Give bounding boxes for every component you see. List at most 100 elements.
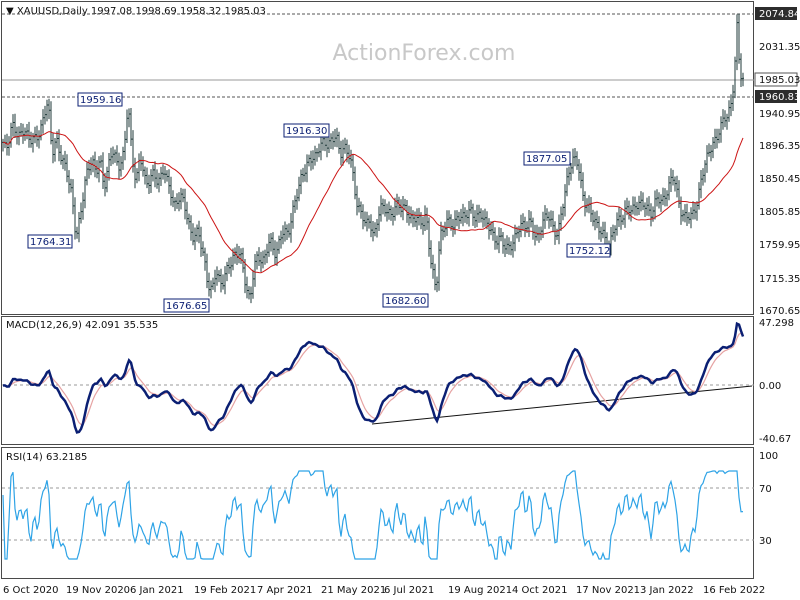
price-tag-current (754, 72, 798, 87)
annotation-box (523, 151, 571, 166)
price-bar (464, 207, 466, 223)
price-bar (196, 224, 198, 242)
price-bar (208, 272, 210, 297)
price-bar (722, 109, 724, 130)
price-bar (348, 144, 350, 165)
price-bar (404, 198, 406, 211)
price-bar (416, 208, 418, 230)
price-bar (644, 202, 646, 217)
price-bar (454, 210, 456, 235)
price-bar (122, 146, 124, 170)
macd-tick: 47.298 (759, 318, 794, 329)
price-bar (46, 99, 48, 122)
price-bar (530, 211, 532, 228)
price-bar (364, 211, 366, 227)
price-bar (242, 247, 244, 273)
price-bar (340, 140, 342, 166)
price-bar (524, 216, 526, 238)
price-bar (612, 224, 614, 241)
price-bar (682, 209, 684, 222)
price-bar (234, 247, 236, 264)
price-bar (28, 121, 30, 148)
price-tick: 1896.35 (759, 141, 800, 152)
price-bar (14, 113, 16, 138)
price-bar (468, 201, 470, 227)
price-bar (212, 277, 214, 290)
price-bar (124, 130, 126, 161)
price-bar (418, 207, 420, 226)
price-bar (362, 204, 364, 230)
price-bar (82, 192, 84, 220)
price-bar (280, 230, 282, 249)
price-bar (728, 100, 730, 122)
price-bar (540, 226, 542, 241)
price-bar (210, 280, 212, 299)
price-bar (150, 169, 152, 193)
price-bar (446, 210, 448, 236)
price-bar (512, 234, 514, 258)
price-bar (310, 150, 312, 171)
price-bar (94, 151, 96, 178)
date-tick: 4 Oct 2021 (512, 585, 567, 596)
price-bar (146, 167, 148, 189)
price-bar (226, 261, 228, 282)
date-tick: 19 Feb 2021 (194, 585, 256, 596)
price-bar (8, 136, 10, 156)
price-bar (710, 144, 712, 162)
price-tick: 1850.45 (759, 174, 800, 185)
price-tag-level (755, 90, 797, 103)
price-bar (172, 190, 174, 208)
price-bar (604, 221, 606, 247)
price-bar (574, 148, 576, 167)
price-bar (326, 136, 328, 158)
price-bar (378, 206, 380, 231)
price-bar (334, 129, 336, 147)
price-bar (544, 205, 546, 229)
price-bar (62, 154, 64, 170)
price-bar (350, 149, 352, 168)
price-bar (480, 208, 482, 223)
price-bar (694, 202, 696, 220)
price-bar (652, 206, 654, 222)
date-tick: 6 Jan 2021 (130, 585, 184, 596)
price-bar (352, 154, 354, 181)
price-bar (360, 201, 362, 219)
price-bar (636, 201, 638, 216)
date-tick: 19 Nov 2020 (66, 585, 130, 596)
price-bar (532, 217, 534, 240)
price-bar (660, 194, 662, 212)
price-bar (474, 210, 476, 228)
price-bar (68, 170, 70, 194)
price-bar (508, 237, 510, 255)
price-bar (412, 210, 414, 228)
price-bar (264, 249, 266, 265)
rsi-title: RSI(14) 63.2185 (6, 452, 87, 463)
date-tick: 16 Feb 2022 (703, 585, 765, 596)
price-bar (50, 101, 52, 145)
price-bar (16, 126, 18, 145)
price-bar (182, 188, 184, 203)
price-bar (274, 240, 276, 265)
price-bar (726, 113, 728, 130)
price-bar (662, 187, 664, 206)
price-bar (686, 203, 688, 226)
price-bar (698, 182, 700, 210)
macd-panel-frame (1, 316, 754, 445)
price-bar (584, 191, 586, 217)
price-bar (186, 201, 188, 225)
price-tick: 1670.65 (759, 306, 800, 317)
price-bar (494, 227, 496, 250)
price-bar (198, 220, 200, 244)
price-bar (48, 98, 50, 120)
price-bar (566, 167, 568, 197)
price-bar (628, 200, 630, 220)
date-tick: 17 Nov 2021 (576, 585, 640, 596)
price-bar (390, 205, 392, 221)
price-bar (100, 155, 102, 168)
price-bar (224, 266, 226, 295)
rsi-tick: 100 (759, 451, 778, 462)
price-bar (238, 246, 240, 264)
price-bar (128, 108, 130, 128)
price-bar (624, 200, 626, 228)
price-bar (304, 164, 306, 182)
